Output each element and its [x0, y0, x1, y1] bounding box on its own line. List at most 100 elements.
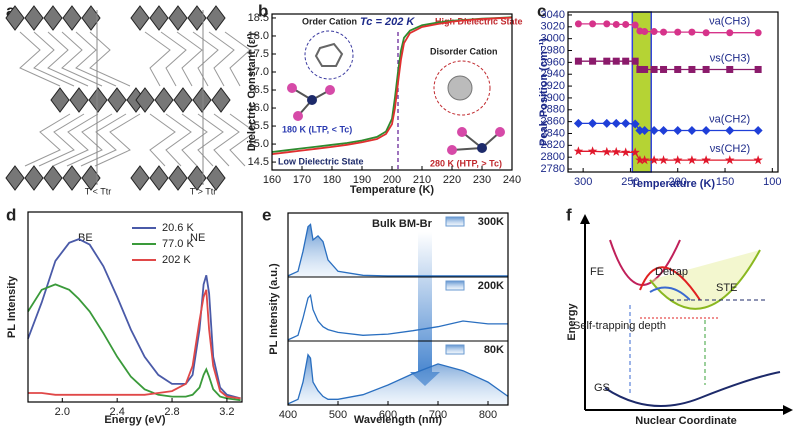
- atom: [457, 127, 467, 137]
- marker: [635, 126, 645, 136]
- x-tick-label: 700: [429, 409, 447, 421]
- octahedron: [43, 5, 63, 31]
- y-tick-label: 2800: [541, 151, 565, 163]
- x-tick-label: 240: [503, 174, 521, 186]
- marker: [574, 57, 582, 65]
- x-tick-label: 500: [329, 409, 347, 421]
- octahedron: [50, 87, 70, 113]
- y-tick-label: 14.5: [248, 156, 269, 168]
- y-tick-label: 18.0: [248, 30, 269, 42]
- y-axis-title: Dielectric Constant (ε'): [246, 32, 258, 151]
- octahedron: [149, 165, 169, 191]
- arrow-head: [580, 214, 590, 224]
- x-tick-label: 250: [621, 176, 639, 188]
- annotation: High Dielectric State: [435, 16, 523, 26]
- octahedron: [107, 87, 127, 113]
- annotation: NE: [190, 232, 205, 244]
- x-tick-label: 200: [669, 176, 687, 188]
- x-tick-label: 300: [574, 176, 592, 188]
- marker: [574, 20, 582, 28]
- panel-letter: d: [6, 205, 16, 224]
- marker: [639, 155, 650, 165]
- atom: [307, 95, 317, 105]
- marker: [641, 28, 649, 36]
- marker: [612, 20, 620, 28]
- marker: [702, 65, 710, 73]
- series-line: [287, 353, 509, 405]
- atom: [495, 127, 505, 137]
- x-axis-title: Temperature (K): [631, 178, 715, 190]
- label-swatch: [445, 344, 465, 355]
- plot-frame: [27, 211, 243, 403]
- x-tick-label: 170: [293, 174, 311, 186]
- panel-letter: b: [258, 1, 268, 20]
- chain: [144, 31, 171, 87]
- series-area: [288, 224, 508, 277]
- x-axis-title: Wavelength (nm): [354, 414, 443, 426]
- octahedron: [168, 5, 188, 31]
- series-label: 200K: [478, 280, 504, 292]
- octahedron: [62, 165, 82, 191]
- y-tick-label: 16.0: [248, 102, 269, 114]
- chain: [75, 31, 117, 87]
- annotation: Order Cation: [302, 16, 357, 26]
- marker: [602, 118, 612, 128]
- marker: [621, 118, 631, 128]
- label: Self-trapping depth: [573, 320, 666, 332]
- atom: [287, 83, 297, 93]
- marker: [630, 119, 640, 129]
- marker: [588, 118, 598, 128]
- series-line: [287, 293, 508, 341]
- marker: [602, 146, 612, 156]
- y-tick-label: 2860: [541, 116, 565, 128]
- chain: [229, 113, 256, 167]
- marker: [589, 20, 597, 28]
- marker: [635, 155, 645, 165]
- octahedron: [24, 5, 44, 31]
- chain: [224, 31, 251, 87]
- arrow: [639, 266, 701, 301]
- marker: [636, 65, 644, 73]
- cation-circle: [433, 60, 491, 116]
- annotation: Low Dielectric State: [278, 156, 364, 166]
- chain: [19, 31, 61, 87]
- y-tick-label: 16.5: [248, 84, 269, 96]
- chain: [61, 31, 103, 87]
- chain: [149, 113, 176, 167]
- series-label: 80K: [484, 344, 504, 356]
- plot-frame: [287, 212, 509, 406]
- y-tick-label: 17.5: [248, 48, 269, 60]
- marker: [587, 146, 598, 156]
- y-axis-title: PL Intensity: [6, 275, 18, 338]
- x-axis-title: Temperature (K): [350, 184, 434, 196]
- annotation: Bulk BM-Br: [372, 218, 433, 230]
- condition-label: T > Ttr: [190, 186, 216, 196]
- marker: [630, 147, 640, 157]
- octahedron: [24, 165, 44, 191]
- y-tick-label: 17.0: [248, 66, 269, 78]
- x-tick-label: 150: [716, 176, 734, 188]
- octahedron: [211, 87, 231, 113]
- series-area: [288, 354, 508, 405]
- x-tick-label: 100: [763, 176, 781, 188]
- marker: [649, 155, 659, 165]
- molecule: [314, 42, 344, 67]
- y-tick-label: 2920: [541, 80, 565, 92]
- label-swatch: [445, 280, 465, 291]
- x-tick-label: 3.2: [219, 406, 234, 418]
- marker: [650, 28, 658, 36]
- legend-label: 202 K: [162, 254, 191, 266]
- chain: [80, 113, 127, 167]
- marker: [673, 155, 683, 165]
- chain: [176, 31, 203, 87]
- octahedron: [154, 87, 174, 113]
- marker: [725, 155, 735, 165]
- marker: [573, 118, 583, 128]
- marker: [687, 126, 697, 136]
- marker: [702, 29, 710, 37]
- octahedron: [149, 5, 169, 31]
- marker: [701, 155, 711, 165]
- y-tick-label: 2820: [541, 139, 565, 151]
- marker: [688, 65, 696, 73]
- x-tick-label: 220: [443, 174, 461, 186]
